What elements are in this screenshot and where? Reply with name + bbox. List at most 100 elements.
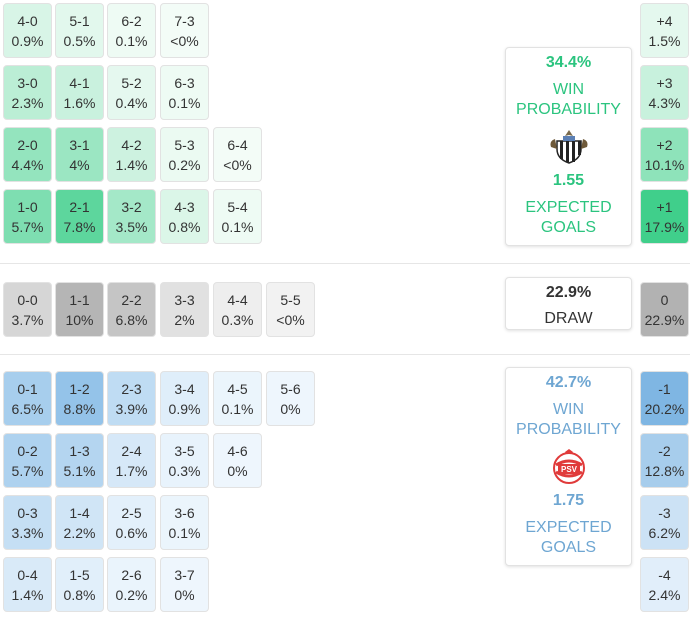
away-win-cell: 2-6 0.2% [107,557,156,612]
draw-cell: 3-3 2% [160,282,209,337]
home-win-cell-score: 6-4 [227,136,248,153]
margin-cell: +1 17.9% [640,189,689,244]
away-xg-value: 1.75 [552,492,585,509]
home-win-cell-score: 3-2 [121,198,142,215]
home-win-cell-prob: 0.9% [11,32,44,49]
away-win-cell-prob: 5.7% [11,462,44,479]
home-win-cell-prob: 5.7% [11,218,44,235]
draw-cell-prob: 3.7% [11,311,44,328]
away-win-cell-score: 0-2 [17,442,38,459]
home-win-cell-score: 2-1 [69,198,90,215]
draw-cell: 2-2 6.8% [107,282,156,337]
away-win-cell-score: 0-4 [17,566,38,583]
home-win-cell: 4-2 1.4% [107,127,156,182]
away-win-cell-score: 1-3 [69,442,90,459]
home-win-cell-prob: 4.4% [11,156,44,173]
home-win-card: 34.4% WIN PROBABILITY 1.55 EXPECTED GOAL… [505,47,632,246]
away-win-cell-score: 3-6 [174,504,195,521]
margin-cell: -1 20.2% [640,371,689,426]
home-win-cell-score: 3-0 [17,74,38,91]
away-win-cell-prob: 8.8% [63,400,96,417]
home-win-cell-prob: 0.2% [168,156,201,173]
away-win-cell-score: 4-6 [227,442,248,459]
home-win-cell: 5-4 0.1% [213,189,262,244]
away-win-cell: 2-3 3.9% [107,371,156,426]
home-xg-value: 1.55 [552,172,585,189]
draw-cell: 5-5 <0% [266,282,315,337]
home-win-cell-prob: 0.4% [115,94,148,111]
home-win-cell-score: 5-4 [227,198,248,215]
home-win-cell-score: 4-2 [121,136,142,153]
draw-label: DRAW [544,310,593,327]
margin-cell-score: -3 [658,504,671,521]
home-win-cell: 6-2 0.1% [107,3,156,58]
away-win-cell-prob: 0% [227,462,248,479]
margin-cell-prob: 1.5% [648,32,681,49]
home-xg-label: EXPECTED GOALS [525,199,612,236]
home-win-cell: 5-2 0.4% [107,65,156,120]
away-win-cell: 0-2 5.7% [3,433,52,488]
away-win-cell: 0-3 3.3% [3,495,52,550]
home-win-cell: 2-0 4.4% [3,127,52,182]
away-win-cell: 3-5 0.3% [160,433,209,488]
home-win-cell-prob: 0.1% [221,218,254,235]
margin-cell-prob: 10.1% [644,156,685,173]
away-win-cell-score: 5-6 [280,380,301,397]
away-win-cell-score: 2-3 [121,380,142,397]
away-win-cell-prob: 5.1% [63,462,96,479]
home-win-cell-prob: 0.8% [168,218,201,235]
draw-cell-score: 5-5 [280,291,301,308]
home-win-cell: 3-0 2.3% [3,65,52,120]
home-win-cell: 3-1 4% [55,127,104,182]
away-win-cell-score: 0-3 [17,504,38,521]
away-win-cell-prob: 0.3% [168,462,201,479]
away-win-cell-prob: 6.5% [11,400,44,417]
margin-cell-prob: 20.2% [644,400,685,417]
home-win-cell-score: 3-1 [69,136,90,153]
margin-cell-score: -2 [658,442,671,459]
away-win-cell-prob: 0.1% [168,524,201,541]
away-win-cell: 1-4 2.2% [55,495,104,550]
draw-cell-score: 3-3 [174,291,195,308]
away-win-percent: 42.7% [545,374,592,391]
away-win-cell: 1-2 8.8% [55,371,104,426]
home-win-cell-score: 6-2 [121,12,142,29]
away-win-cell-score: 3-7 [174,566,195,583]
draw-cell-score: 1-1 [69,291,90,308]
home-win-cell-prob: 3.5% [115,218,148,235]
home-win-cell-prob: <0% [223,156,252,173]
home-win-cell-prob: 4% [69,156,90,173]
margin-cell: -3 6.2% [640,495,689,550]
away-win-cell-prob: 2.2% [63,524,96,541]
margin-cell-score: -1 [658,380,671,397]
away-win-card: 42.7% WIN PROBABILITY PSV 1.75 EXPECTED … [505,367,632,566]
home-win-cell-prob: 7.8% [63,218,96,235]
away-win-cell: 0-4 1.4% [3,557,52,612]
section-divider-bottom [0,354,690,355]
away-win-cell-score: 1-5 [69,566,90,583]
away-win-cell-score: 3-5 [174,442,195,459]
home-win-percent: 34.4% [545,54,592,71]
home-win-cell-score: 7-3 [174,12,195,29]
away-win-cell: 3-4 0.9% [160,371,209,426]
away-win-cell: 1-5 0.8% [55,557,104,612]
home-win-cell-score: 6-3 [174,74,195,91]
draw-percent: 22.9% [545,284,592,301]
home-win-cell-prob: 0.5% [63,32,96,49]
margin-cell-score: +1 [656,198,673,215]
away-win-cell-score: 4-5 [227,380,248,397]
margin-cell: +2 10.1% [640,127,689,182]
home-win-cell: 6-3 0.1% [160,65,209,120]
away-win-cell-prob: 0.6% [115,524,148,541]
psv-crest-icon: PSV [552,449,585,484]
home-win-cell-score: 4-1 [69,74,90,91]
away-win-cell-prob: 0.9% [168,400,201,417]
home-win-cell-score: 5-3 [174,136,195,153]
home-win-cell: 4-0 0.9% [3,3,52,58]
margin-cell: 0 22.9% [640,282,689,337]
home-win-cell-score: 5-1 [69,12,90,29]
draw-cell-prob: 2% [174,311,195,328]
away-win-cell: 4-5 0.1% [213,371,262,426]
away-win-cell: 2-5 0.6% [107,495,156,550]
away-win-cell: 1-3 5.1% [55,433,104,488]
